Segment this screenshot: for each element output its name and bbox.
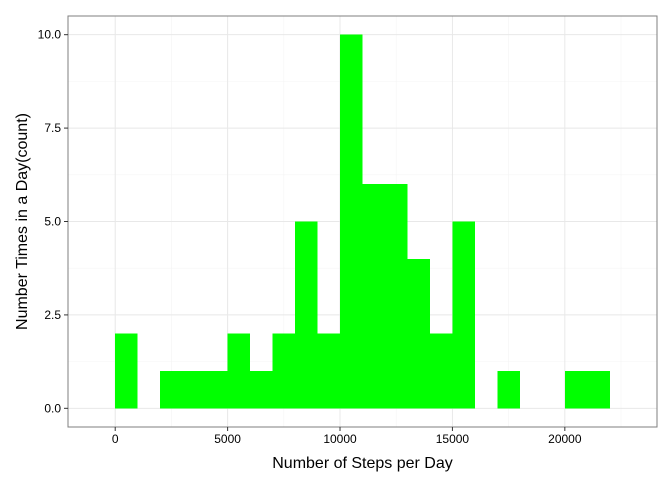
histogram-bar bbox=[160, 370, 183, 409]
y-tick-label: 7.5 bbox=[44, 121, 61, 135]
histogram-bar bbox=[564, 370, 588, 409]
histogram-bar bbox=[182, 370, 206, 409]
histogram-bars bbox=[115, 34, 610, 409]
y-axis-title: Number Times in a Day(count) bbox=[14, 113, 31, 330]
y-axis: 0.0 2.5 5.0 7.5 10.0 bbox=[38, 28, 68, 415]
histogram-bar bbox=[497, 370, 520, 409]
y-tick-label: 10.0 bbox=[38, 28, 62, 42]
x-tick-label: 0 bbox=[112, 432, 119, 446]
histogram-bar bbox=[250, 370, 273, 409]
x-axis-title: Number of Steps per Day bbox=[272, 455, 453, 472]
histogram-bar bbox=[429, 333, 453, 409]
x-axis: 0 5000 10000 15000 20000 bbox=[112, 427, 582, 446]
histogram-bar bbox=[407, 258, 430, 409]
y-tick-label: 5.0 bbox=[44, 215, 61, 229]
histogram-bar bbox=[115, 333, 138, 409]
histogram-bar bbox=[384, 184, 408, 409]
histogram-bar bbox=[340, 34, 363, 409]
histogram-bar bbox=[452, 221, 475, 409]
histogram-bar bbox=[362, 184, 385, 409]
x-tick-label: 5000 bbox=[214, 432, 241, 446]
y-tick-label: 0.0 bbox=[44, 401, 61, 415]
histogram-bar bbox=[272, 333, 296, 409]
y-tick-label: 2.5 bbox=[44, 308, 61, 322]
histogram-bar bbox=[227, 333, 251, 409]
histogram-bar bbox=[295, 221, 318, 409]
histogram-bar bbox=[587, 370, 610, 409]
histogram-bar bbox=[205, 370, 228, 409]
x-tick-label: 20000 bbox=[548, 432, 582, 446]
histogram-bar bbox=[317, 333, 341, 409]
x-tick-label: 10000 bbox=[323, 432, 357, 446]
x-tick-label: 15000 bbox=[436, 432, 470, 446]
